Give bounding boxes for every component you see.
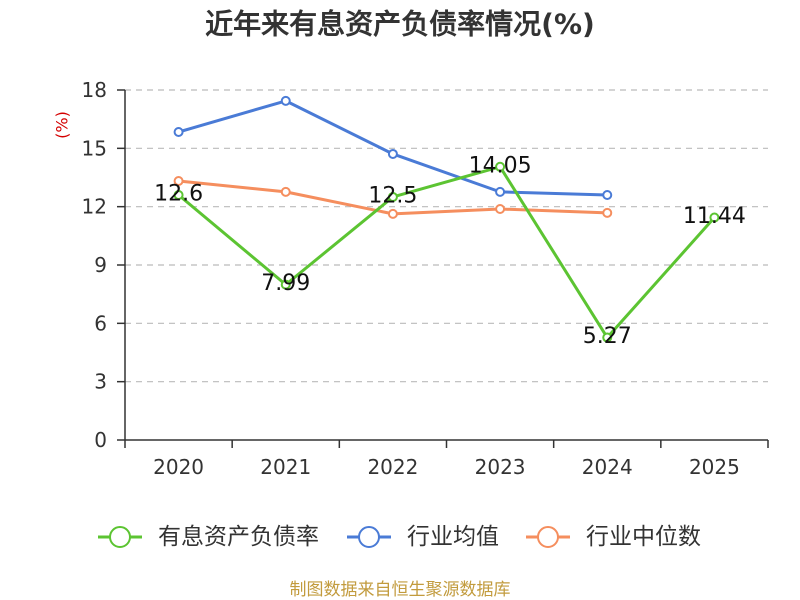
legend-circle-marker xyxy=(109,526,131,548)
series-point-2 xyxy=(495,204,506,214)
x-tick-label: 2021 xyxy=(260,455,311,479)
series-point-2 xyxy=(173,176,184,186)
legend-circle-marker xyxy=(358,526,380,548)
y-axis-label: (%) xyxy=(53,111,72,139)
source-footer: 制图数据来自恒生聚源数据库 xyxy=(290,580,511,600)
series-line-0 xyxy=(177,165,716,340)
x-tick-label: 2025 xyxy=(689,455,740,479)
x-tick-label: 2022 xyxy=(367,455,418,479)
axes: 0 3 6 9 12 15 18 2020 2021 2022 2023 2024 2025 xyxy=(82,78,769,479)
legend-item-1: 行业均值 xyxy=(347,524,499,550)
series-point-0 xyxy=(602,332,613,343)
data-label: 7.99 xyxy=(261,271,310,296)
y-tick-label: 6 xyxy=(94,311,107,335)
series-point-0 xyxy=(495,161,506,172)
legend-item-2: 行业中位数 xyxy=(526,524,701,550)
series-point-1 xyxy=(280,95,291,106)
x-tick-label: 2024 xyxy=(582,455,633,479)
series-lines xyxy=(173,95,720,343)
legend-label: 行业均值 xyxy=(407,524,499,550)
data-label: 14.05 xyxy=(469,153,532,178)
series-point-2 xyxy=(387,208,398,219)
series-point-1 xyxy=(387,148,398,159)
series-point-2 xyxy=(602,207,613,218)
y-tick-label: 0 xyxy=(94,428,107,452)
series-point-1 xyxy=(173,127,184,137)
gridlines xyxy=(125,89,768,383)
data-label: 12.5 xyxy=(368,183,417,208)
series-point-0 xyxy=(387,191,398,202)
legend-label: 有息资产负债率 xyxy=(158,524,319,550)
y-tick-label: 3 xyxy=(94,370,107,394)
series-point-0 xyxy=(280,279,291,290)
legend-item-0: 有息资产负债率 xyxy=(98,524,319,550)
y-tick-label: 15 xyxy=(82,136,107,160)
data-label: 12.6 xyxy=(154,182,203,207)
series-point-2 xyxy=(280,186,291,197)
data-label: 11.44 xyxy=(683,204,746,229)
chart-title: 近年来有息资产负债率情况(%) xyxy=(205,8,595,41)
y-tick-label: 18 xyxy=(82,78,107,102)
y-tick-label: 12 xyxy=(82,195,107,219)
x-tick-label: 2020 xyxy=(153,455,204,479)
legend: 有息资产负债率 行业均值 行业中位数 xyxy=(98,524,701,550)
legend-circle-marker xyxy=(537,526,559,548)
legend-label: 行业中位数 xyxy=(586,524,701,550)
series-point-1 xyxy=(495,186,506,197)
series-point-0 xyxy=(709,212,720,223)
y-tick-label: 9 xyxy=(94,253,107,277)
x-tick-label: 2023 xyxy=(475,455,526,479)
series-point-0 xyxy=(173,190,184,200)
series-point-1 xyxy=(602,190,613,200)
data-labels: 12.6 7.99 12.5 14.05 5.27 11.44 xyxy=(154,153,746,349)
data-label: 5.27 xyxy=(583,324,632,349)
